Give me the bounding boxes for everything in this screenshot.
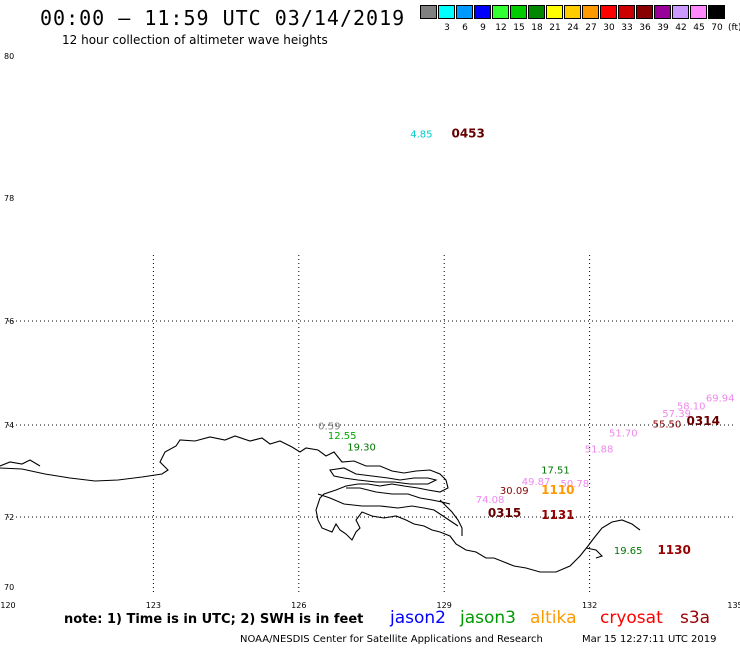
lat-label: 80 [4,52,14,61]
satellite-s3a: s3a [680,608,711,628]
legend-label: 15 [513,23,525,33]
coastline-island [329,467,438,485]
wave-height-label: 50.78 [561,479,590,490]
legend-swatch [636,5,653,19]
observation-time-label: 1131 [541,508,574,522]
coastline-west [0,459,41,467]
legend-label: 18 [531,23,543,33]
legend-swatch [708,5,725,19]
page-title: 00:00 – 11:59 UTC 03/14/2019 [40,6,406,30]
satellite-jason3: jason3 [460,608,516,628]
legend-swatch [600,5,617,19]
lon-label: 132 [582,601,597,610]
lon-label: 123 [146,601,161,610]
credit-line: NOAA/NESDIS Center for Satellite Applica… [240,634,543,645]
page-subtitle: 12 hour collection of altimeter wave hei… [62,33,328,47]
wave-height-label: 58.10 [677,401,706,412]
legend-swatch [564,5,581,19]
legend-unit: (ft) [728,23,740,33]
wave-height-label: 55.50 [653,419,682,430]
legend-swatch [690,5,707,19]
coastline-delta [317,493,459,527]
coastline-mainland [0,435,641,573]
legend-label: 27 [585,23,597,33]
legend-label: 21 [549,23,561,33]
observation-time-label: 0315 [488,506,521,520]
map-grid: 80 78 76 74 72 70 120 123 126 129 132 135 [0,52,740,610]
wave-height-label: 12.55 [328,431,357,442]
observation-time-label: 0453 [451,127,484,141]
footer-note: note: 1) Time is in UTC; 2) SWH is in fe… [64,612,364,627]
lat-label: 72 [4,513,14,522]
legend-label: 3 [444,23,450,33]
legend-swatch [420,5,437,19]
wave-height-label: 19.65 [614,546,643,557]
legend-swatch [546,5,563,19]
observation-time-label: 0314 [687,414,720,428]
legend-swatch [528,5,545,19]
coastline [0,435,641,573]
satellite-jason2: jason2 [390,608,446,628]
wave-height-label: 0.59 [318,422,340,433]
satellite-cryosat: cryosat [600,608,663,628]
wave-height-label: 57.39 [662,409,691,420]
legend-swatch [438,5,455,19]
wave-height-label: 74.08 [476,495,505,506]
legend-label: 6 [462,23,468,33]
legend-swatch [492,5,509,19]
legend-label: 70 [711,23,723,33]
wave-height-label: 69.94 [706,394,735,405]
legend-label: 12 [495,23,507,33]
legend-label: 45 [693,23,705,33]
legend-label: 42 [675,23,687,33]
coastline-lena-mouth [439,499,463,536]
legend-label: 24 [567,23,579,33]
legend-swatch [654,5,671,19]
lat-label: 70 [4,583,14,592]
legend-swatch [672,5,689,19]
observation-time-label: 1130 [657,543,690,557]
wave-height-label: 17.51 [541,465,570,476]
legend-swatch [456,5,473,19]
lat-label: 76 [4,317,14,326]
legend-label: 30 [603,23,615,33]
legend-label: 9 [480,23,486,33]
coastline-delta-2 [346,487,451,505]
legend-label: 36 [639,23,651,33]
satellite-altika: altika [530,608,577,628]
wave-height-label: 19.30 [347,442,376,453]
legend-swatch [582,5,599,19]
legend-swatch [474,5,491,19]
lon-label: 126 [291,601,306,610]
coastline-bay [585,547,604,559]
legend-label: 33 [621,23,633,33]
legend-swatch [510,5,527,19]
timestamp: Mar 15 12:27:11 UTC 2019 [582,634,717,645]
observation-time-label: 1110 [541,483,574,497]
wave-height-label: 30.09 [500,486,529,497]
lon-label: 135 [727,601,740,610]
legend-label: 39 [657,23,669,33]
wave-height-label: 51.70 [609,429,638,440]
lon-label: 120 [0,601,15,610]
lat-label: 78 [4,194,14,203]
wave-height-label: 49.87 [522,477,551,488]
legend-swatch [618,5,635,19]
wave-height-label: 4.85 [410,130,432,141]
lon-label: 129 [437,601,452,610]
lat-label: 74 [4,421,14,430]
wave-height-label: 51.88 [585,445,614,456]
